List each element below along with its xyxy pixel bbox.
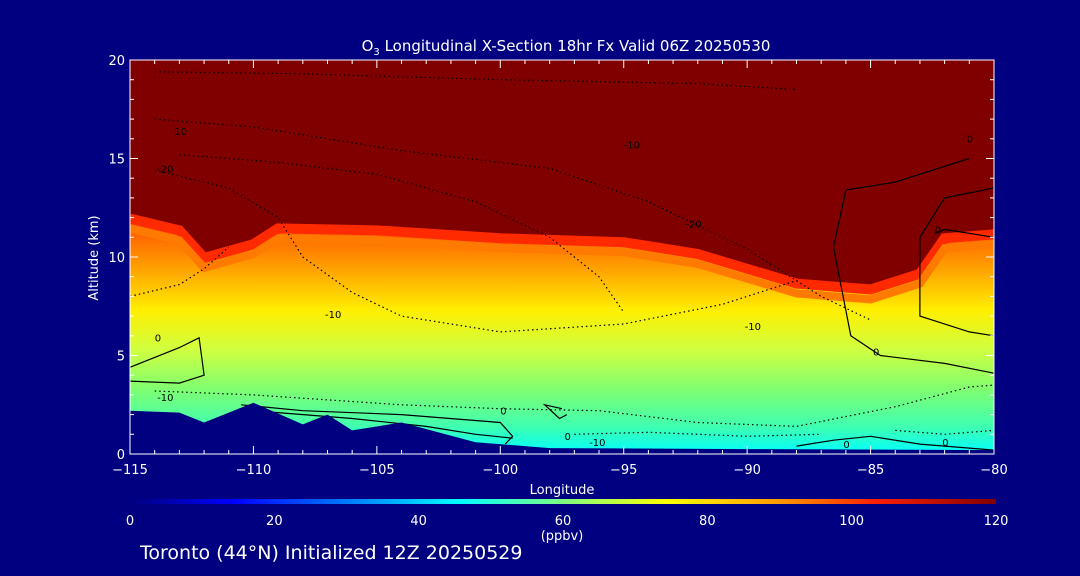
y-tick-label: 15: [108, 153, 125, 168]
y-tick-label: 10: [108, 251, 125, 266]
solid-contour: [542, 403, 568, 420]
contour-label: -10: [624, 141, 640, 152]
contour-label: 0: [967, 135, 973, 146]
colorbar-tick-label: 120: [984, 514, 1009, 529]
dotted-contour: [154, 169, 797, 333]
contour-label: 0: [155, 334, 161, 345]
contour-label: -10: [157, 393, 173, 404]
contour-lines: [130, 71, 994, 451]
tropopause-band: [130, 213, 994, 295]
tropopause-gradient: [130, 224, 994, 304]
colorbar-ticks: 0 20 40 60 80 100 120: [126, 514, 1009, 529]
dotted-contour: [179, 154, 625, 313]
y-tick-label: 0: [117, 448, 125, 463]
contour-label: 0: [500, 407, 506, 418]
x-tick-label: −110: [236, 463, 272, 478]
solid-contour: [934, 228, 994, 238]
colorbar-tick-label: 60: [555, 514, 572, 529]
y-axis-label: Altitude (km): [87, 215, 102, 300]
x-axis: −115 −110 −105 −100 −95 −90 −85 −80: [112, 60, 1008, 478]
y-axis: 0 5 10 15 20: [108, 54, 994, 463]
y-tick-label: 20: [108, 54, 125, 69]
x-tick-label: −85: [857, 463, 884, 478]
ozone-field: 10 -20 -10 -20 -10 -10 0 -10 0 0 0 0 0 -10 0 0: [130, 60, 994, 454]
colorbar-tick-label: 40: [410, 514, 427, 529]
x-tick-label: −80: [980, 463, 1007, 478]
colorbar-tick-label: 100: [839, 514, 864, 529]
colorbar-tick-label: 20: [266, 514, 283, 529]
footer-caption: Toronto (44°N) Initialized 12Z 20250529: [140, 542, 523, 564]
x-tick-label: −115: [112, 463, 148, 478]
solid-contour: [832, 157, 994, 374]
contour-label: 10: [174, 127, 187, 138]
contour-label: 0: [873, 348, 879, 359]
dotted-contour: [154, 118, 871, 321]
contour-label: 0: [942, 438, 948, 449]
solid-contour: [253, 410, 513, 439]
contour-label: 0: [935, 225, 941, 236]
contour-label: -10: [745, 322, 761, 333]
contour-label: -10: [325, 310, 341, 321]
colorbar-unit-label: (ppbv): [541, 529, 584, 544]
contour-label: 0: [565, 432, 571, 443]
x-axis-label: Longitude: [530, 483, 595, 498]
dotted-contour: [574, 431, 822, 437]
contour-label: 0: [843, 440, 849, 451]
troposphere-fill: [130, 221, 994, 454]
contour-labels: 10 -20 -10 -20 -10 -10 0 -10 0 0 0 0 0 -10 0 0: [155, 127, 973, 451]
y-tick-label: 5: [117, 350, 125, 365]
solid-contour: [919, 187, 994, 337]
colorbar-tick-label: 0: [126, 514, 134, 529]
contour-label: -10: [589, 438, 605, 449]
x-tick-label: −90: [733, 463, 760, 478]
x-tick-label: −100: [482, 463, 518, 478]
chart-title: O3 Longitudinal X-Section 18hr Fx Valid …: [362, 37, 771, 58]
dotted-contour: [154, 71, 797, 91]
terrain-mask: [130, 402, 994, 454]
colorbar: [130, 499, 996, 504]
dotted-contour: [895, 429, 994, 435]
colorbar-tick-label: 80: [699, 514, 716, 529]
x-tick-label: −95: [610, 463, 637, 478]
solid-contour: [130, 336, 205, 384]
x-tick-label: −105: [359, 463, 395, 478]
contour-label: -20: [685, 220, 701, 231]
solid-contour: [796, 435, 994, 451]
contour-label: -20: [157, 164, 173, 175]
